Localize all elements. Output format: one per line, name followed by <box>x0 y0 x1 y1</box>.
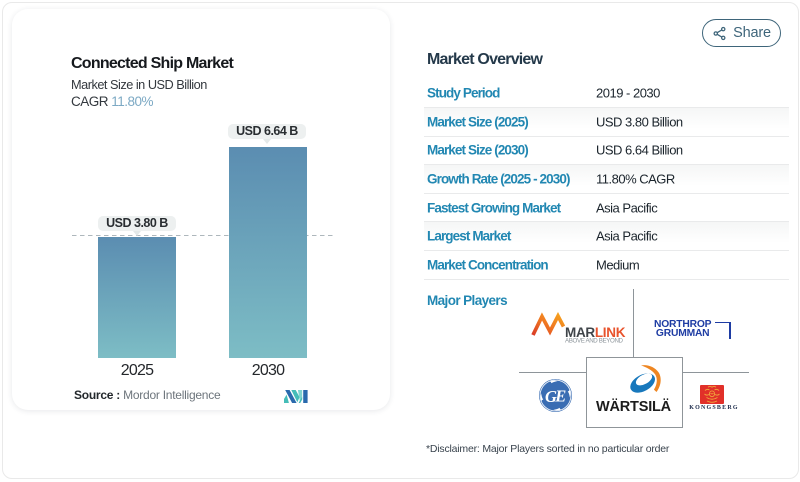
svg-text:ABOVE AND BEYOND: ABOVE AND BEYOND <box>565 338 624 344</box>
svg-text:G: G <box>545 387 557 406</box>
svg-text:E: E <box>554 386 566 405</box>
